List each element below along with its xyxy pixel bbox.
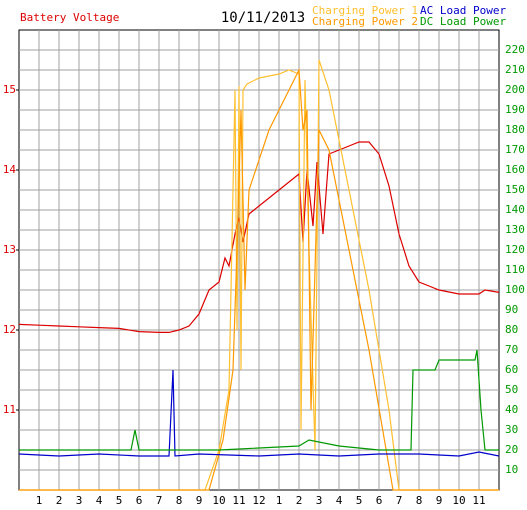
y2-tick-label: 220	[505, 43, 525, 56]
x-tick-label: 10	[212, 494, 225, 507]
x-tick-label: 10	[452, 494, 465, 507]
x-tick-label: 1	[276, 494, 283, 507]
y2-tick-label: 60	[505, 363, 518, 376]
y-tick-label: 11	[3, 403, 16, 416]
x-tick-label: 6	[376, 494, 383, 507]
y-tick-label: 13	[3, 243, 16, 256]
y2-tick-label: 120	[505, 243, 525, 256]
x-tick-label: 2	[56, 494, 63, 507]
x-tick-label: 8	[416, 494, 423, 507]
legend-label: AC Load Power	[420, 4, 506, 17]
y2-tick-label: 110	[505, 263, 525, 276]
x-tick-label: 7	[156, 494, 163, 507]
y2-tick-label: 210	[505, 63, 525, 76]
y2-tick-label: 200	[505, 83, 525, 96]
y2-tick-label: 30	[505, 423, 518, 436]
y2-tick-label: 190	[505, 103, 525, 116]
x-tick-label: 1	[36, 494, 43, 507]
x-tick-label: 5	[116, 494, 123, 507]
legend-label: Charging Power 2	[312, 15, 418, 28]
x-tick-label: 12	[252, 494, 265, 507]
x-tick-label: 8	[176, 494, 183, 507]
y2-tick-label: 150	[505, 183, 525, 196]
series-line	[19, 349, 499, 451]
chart-date: 10/11/2013	[221, 10, 305, 26]
y-tick-label: 12	[3, 323, 16, 336]
series-line	[19, 59, 499, 491]
y2-tick-label: 10	[505, 463, 518, 476]
x-tick-label: 11	[232, 494, 245, 507]
y2-tick-label: 20	[505, 443, 518, 456]
legend-label: DC Load Power	[420, 15, 506, 28]
series-line	[19, 67, 499, 491]
x-tick-label: 11	[472, 494, 485, 507]
chart-title: Battery Voltage	[20, 11, 119, 24]
y2-tick-label: 140	[505, 203, 525, 216]
series-line	[18, 369, 500, 457]
y2-tick-label: 170	[505, 143, 525, 156]
x-tick-label: 6	[136, 494, 143, 507]
y2-tick-label: 70	[505, 343, 518, 356]
x-tick-label: 4	[336, 494, 343, 507]
x-tick-label: 7	[396, 494, 403, 507]
y2-tick-label: 160	[505, 163, 525, 176]
y2-tick-label: 100	[505, 283, 525, 296]
x-tick-label: 5	[356, 494, 363, 507]
y2-tick-label: 130	[505, 223, 525, 236]
series-line	[18, 141, 500, 333]
x-tick-label: 9	[436, 494, 443, 507]
x-tick-label: 4	[96, 494, 103, 507]
y2-tick-label: 40	[505, 403, 518, 416]
y2-tick-label: 180	[505, 123, 525, 136]
x-tick-label: 3	[76, 494, 83, 507]
y2-tick-label: 50	[505, 383, 518, 396]
y2-tick-label: 90	[505, 303, 518, 316]
x-tick-label: 9	[196, 494, 203, 507]
x-tick-label: 3	[316, 494, 323, 507]
x-tick-label: 2	[296, 494, 303, 507]
y-tick-label: 14	[3, 163, 17, 176]
legend-label: Charging Power 1	[312, 4, 418, 17]
y-tick-label: 15	[3, 83, 16, 96]
y2-tick-label: 80	[505, 323, 518, 336]
